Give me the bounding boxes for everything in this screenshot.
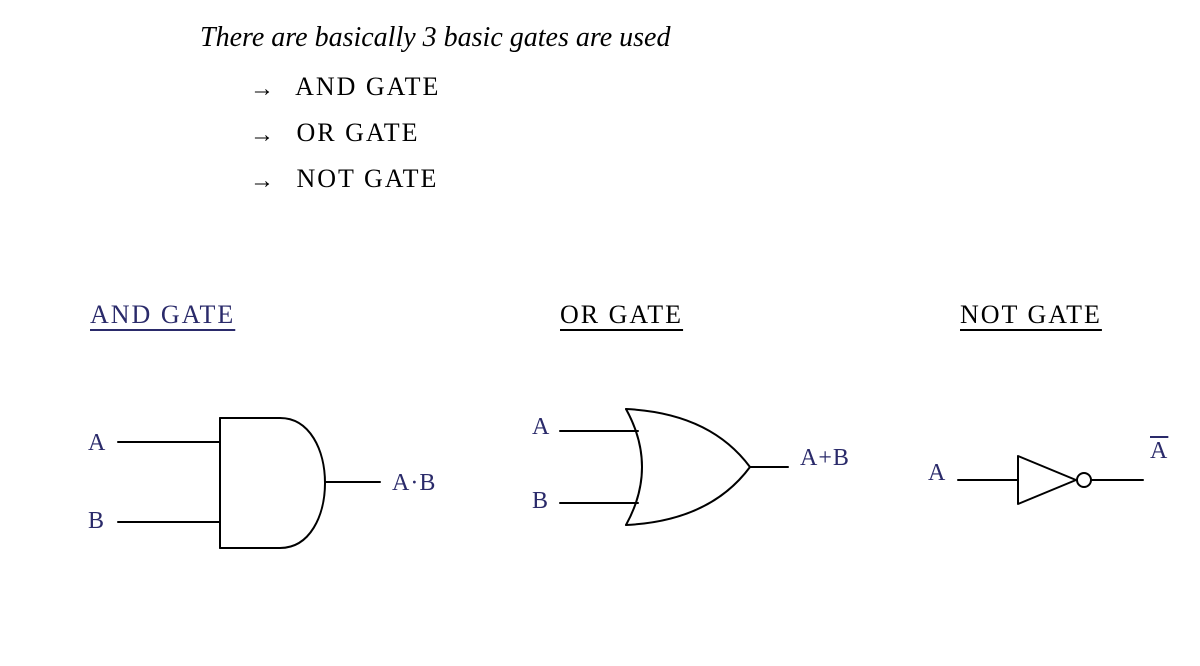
or-gate-diagram: [530, 395, 830, 555]
or-input-a-label: A: [532, 414, 550, 441]
list-item-label: NOT GATE: [297, 164, 439, 193]
and-input-b-label: B: [88, 508, 105, 535]
list-item-not: → NOT GATE: [250, 164, 438, 195]
list-item-label: OR GATE: [297, 118, 420, 147]
list-item-or: → OR GATE: [250, 118, 420, 149]
or-input-b-label: B: [532, 488, 549, 515]
not-gate-title: NOT GATE: [960, 300, 1102, 330]
not-gate-diagram: [948, 440, 1158, 520]
not-output-label: A: [1150, 438, 1168, 465]
arrow-icon: →: [250, 122, 276, 149]
and-gate-title: AND GATE: [90, 300, 235, 330]
and-gate-diagram: [80, 400, 440, 580]
and-output-label: A·B: [392, 470, 436, 497]
not-input-a-label: A: [928, 460, 946, 487]
header-title: There are basically 3 basic gates are us…: [200, 22, 670, 54]
list-item-and: → AND GATE: [250, 72, 440, 103]
or-output-label: A+B: [800, 445, 850, 472]
and-input-a-label: A: [88, 430, 106, 457]
arrow-icon: →: [250, 168, 276, 195]
arrow-icon: →: [250, 76, 276, 103]
list-item-label: AND GATE: [295, 72, 440, 101]
or-gate-title: OR GATE: [560, 300, 683, 330]
